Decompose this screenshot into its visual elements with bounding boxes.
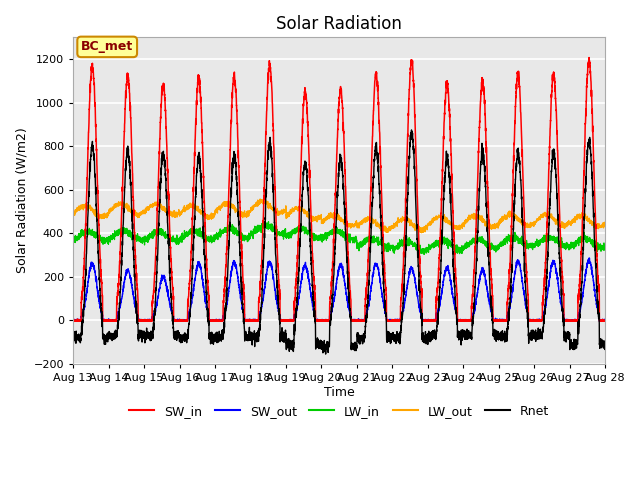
LW_in xyxy=(264,219,272,225)
Rnet xyxy=(601,345,609,350)
LW_in xyxy=(165,234,173,240)
SW_in xyxy=(458,317,466,323)
SW_in xyxy=(585,55,593,60)
SW_out xyxy=(601,318,609,324)
SW_in xyxy=(429,318,436,324)
SW_out xyxy=(458,318,466,324)
SW_out xyxy=(99,318,107,324)
SW_in xyxy=(488,292,496,298)
LW_in xyxy=(602,240,609,246)
Line: SW_in: SW_in xyxy=(73,58,605,321)
SW_out xyxy=(488,313,496,319)
SW_in xyxy=(601,318,609,324)
LW_out xyxy=(319,219,327,225)
SW_out xyxy=(602,316,609,322)
SW_out xyxy=(69,317,77,323)
Line: LW_out: LW_out xyxy=(73,199,605,233)
SW_out xyxy=(165,296,173,302)
Rnet xyxy=(322,351,330,357)
SW_in xyxy=(165,192,173,197)
Title: Solar Radiation: Solar Radiation xyxy=(276,15,402,33)
Legend: SW_in, SW_out, LW_in, LW_out, Rnet: SW_in, SW_out, LW_in, LW_out, Rnet xyxy=(124,400,554,423)
LW_out xyxy=(257,196,264,202)
Line: Rnet: Rnet xyxy=(73,130,605,354)
Rnet xyxy=(165,242,173,248)
Line: LW_in: LW_in xyxy=(73,222,605,254)
Rnet xyxy=(458,336,466,341)
SW_in xyxy=(71,318,79,324)
SW_in xyxy=(69,318,77,324)
Text: BC_met: BC_met xyxy=(81,40,133,53)
Rnet xyxy=(429,333,436,339)
Rnet xyxy=(489,321,497,326)
LW_out xyxy=(458,220,466,226)
LW_in xyxy=(429,243,436,249)
LW_in xyxy=(458,247,466,252)
Rnet xyxy=(319,342,327,348)
Line: SW_out: SW_out xyxy=(73,258,605,321)
SW_out xyxy=(429,318,436,324)
LW_out xyxy=(489,224,497,230)
LW_in xyxy=(420,252,428,257)
LW_in xyxy=(601,243,609,249)
LW_out xyxy=(601,223,609,228)
LW_out xyxy=(69,213,77,219)
Rnet xyxy=(408,127,415,133)
LW_out xyxy=(165,210,173,216)
SW_in xyxy=(602,317,609,323)
SW_in xyxy=(319,318,327,324)
Rnet xyxy=(602,340,609,346)
LW_in xyxy=(69,238,77,244)
LW_out xyxy=(429,217,436,223)
LW_out xyxy=(602,219,609,225)
LW_out xyxy=(418,230,426,236)
X-axis label: Time: Time xyxy=(324,385,355,398)
LW_in xyxy=(489,243,497,249)
Y-axis label: Solar Radiation (W/m2): Solar Radiation (W/m2) xyxy=(15,128,28,274)
LW_in xyxy=(319,237,327,243)
SW_out xyxy=(319,318,327,324)
SW_out xyxy=(586,255,593,261)
Rnet xyxy=(69,335,77,341)
